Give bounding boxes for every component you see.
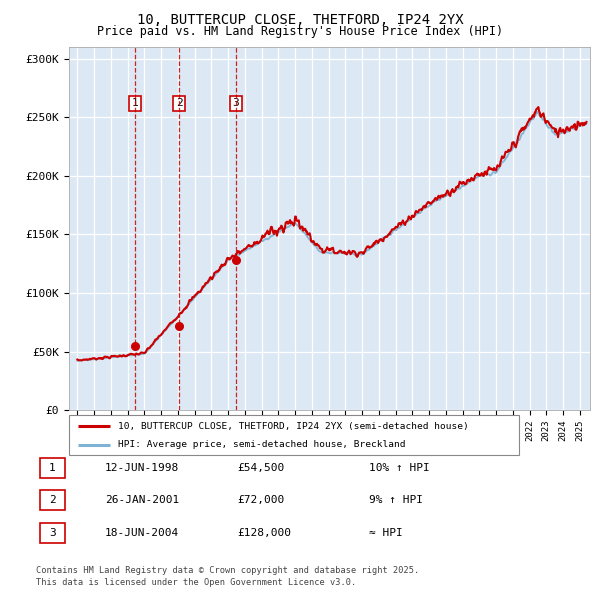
Text: 2: 2: [49, 496, 56, 505]
Text: 12-JUN-1998: 12-JUN-1998: [105, 463, 179, 473]
Text: 10, BUTTERCUP CLOSE, THETFORD, IP24 2YX: 10, BUTTERCUP CLOSE, THETFORD, IP24 2YX: [137, 13, 463, 27]
Text: £128,000: £128,000: [237, 528, 291, 537]
Text: 1: 1: [132, 99, 139, 109]
Text: 9% ↑ HPI: 9% ↑ HPI: [369, 496, 423, 505]
FancyBboxPatch shape: [40, 490, 65, 510]
Text: Price paid vs. HM Land Registry's House Price Index (HPI): Price paid vs. HM Land Registry's House …: [97, 25, 503, 38]
Text: 1: 1: [49, 463, 56, 473]
Text: 26-JAN-2001: 26-JAN-2001: [105, 496, 179, 505]
Text: 3: 3: [232, 99, 239, 109]
Text: HPI: Average price, semi-detached house, Breckland: HPI: Average price, semi-detached house,…: [119, 440, 406, 449]
Text: £54,500: £54,500: [237, 463, 284, 473]
FancyBboxPatch shape: [40, 523, 65, 543]
Text: ≈ HPI: ≈ HPI: [369, 528, 403, 537]
FancyBboxPatch shape: [40, 458, 65, 478]
Text: £72,000: £72,000: [237, 496, 284, 505]
Text: 3: 3: [49, 528, 56, 537]
Text: 18-JUN-2004: 18-JUN-2004: [105, 528, 179, 537]
Text: 10, BUTTERCUP CLOSE, THETFORD, IP24 2YX (semi-detached house): 10, BUTTERCUP CLOSE, THETFORD, IP24 2YX …: [119, 422, 469, 431]
Text: 2: 2: [176, 99, 182, 109]
Text: 10% ↑ HPI: 10% ↑ HPI: [369, 463, 430, 473]
FancyBboxPatch shape: [69, 415, 519, 455]
Text: Contains HM Land Registry data © Crown copyright and database right 2025.
This d: Contains HM Land Registry data © Crown c…: [36, 566, 419, 587]
